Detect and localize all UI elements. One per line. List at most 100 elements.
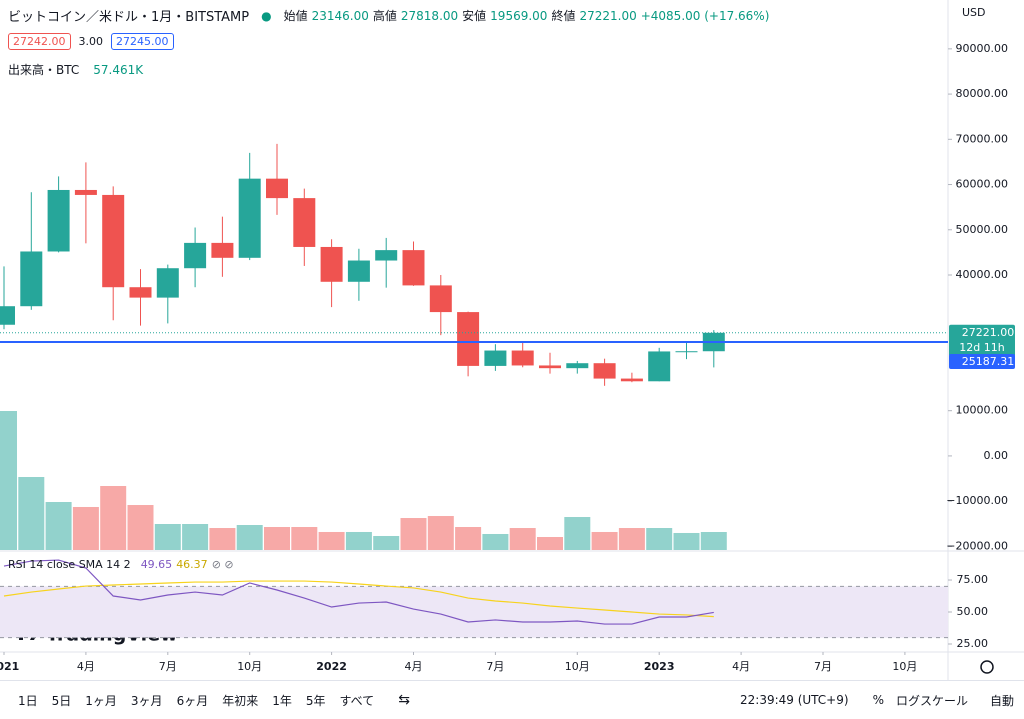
x-tick-label: 7月 (159, 660, 177, 673)
x-tick-label: 7月 (486, 660, 504, 673)
ohlc-value: 27818.00 (400, 8, 459, 23)
x-tick-label: 2022 (316, 660, 347, 673)
volume-bar (0, 411, 17, 550)
change: +4085.00 (+17.66%) (640, 8, 770, 23)
range-button[interactable]: 1年 (272, 693, 292, 708)
volume-bar (591, 531, 618, 550)
y-tick-label: 70000.00 (956, 132, 1009, 145)
candle-body (156, 268, 179, 298)
volume-bar (400, 518, 427, 550)
x-tick-label: 2023 (644, 660, 675, 673)
range-button[interactable]: 5年 (305, 693, 326, 708)
y-tick-label: 0.00 (984, 449, 1009, 462)
range-button[interactable]: すべて (339, 693, 375, 708)
price-label: 25187.31 (962, 355, 1015, 368)
bid[interactable]: 27242.00 (8, 33, 71, 50)
ohlc-value: 23146.00 (311, 8, 369, 23)
x-tick-label: 4月 (405, 660, 423, 673)
hide-icon[interactable]: ⊘ ⊘ (211, 558, 234, 571)
volume-bar (236, 525, 263, 550)
legend-row: ビットコイン／米ドル・1月・BITSTAMP ● 始値 23146.00 高値 27… (8, 6, 770, 26)
rsi-title: RSI 14 close SMA 14 2 (8, 558, 131, 571)
countdown: 12d 11h (959, 341, 1004, 354)
y-tick-label: −10000.00 (946, 494, 1008, 507)
symbol[interactable]: ビットコイン／米ドル・1月・BITSTAMP (8, 10, 250, 25)
volume-bar (509, 528, 536, 550)
price-label-box (949, 353, 1015, 369)
quote-row: 27242.00 3.00 27245.00 (8, 33, 174, 50)
ask[interactable]: 27245.00 (111, 33, 174, 50)
candle-body (457, 312, 480, 366)
candle-body (566, 363, 589, 369)
x-tick-label: 7月 (814, 660, 832, 673)
volume-bar (209, 528, 236, 550)
volume-bar (482, 533, 509, 550)
volume-bar (264, 527, 290, 550)
volume-bar (618, 528, 645, 550)
candle-body (429, 285, 452, 313)
range-button[interactable]: 5日 (51, 693, 72, 708)
chart: TradingView USD 90000.0080000.0070000.00… (0, 0, 1024, 680)
candle-body (347, 260, 370, 282)
range-button[interactable]: 1日 (18, 693, 38, 708)
status-dot: ● (261, 8, 272, 23)
volume-bar (291, 527, 318, 550)
candle-body (375, 250, 398, 261)
candle-body (484, 350, 507, 366)
currency[interactable]: USD (962, 6, 986, 19)
y-tick-label: 90000.00 (956, 42, 1009, 55)
log-toggle[interactable]: ログスケール (895, 693, 968, 708)
candle-body (648, 351, 671, 382)
y-tick-label: 10000.00 (956, 404, 1009, 417)
sma-value: 46.37 (176, 558, 208, 571)
spread: 3.00 (78, 35, 104, 48)
y-tick-label: 60000.00 (956, 178, 1009, 191)
x-tick-label: 10月 (237, 660, 262, 673)
candle-body (593, 363, 616, 379)
candle-body (266, 178, 288, 199)
bottom-toolbar: 1日 5日 1ヶ月 3ヶ月 6ヶ月 年初来 1年 5年 すべて ⇆ 22:39:49 (UTC+… (0, 680, 1024, 719)
volume-bar (345, 531, 372, 550)
rsi-legend: RSI 14 close SMA 14 2 49.65 46.37 ⊘ ⊘ (8, 558, 234, 571)
volume-bar (673, 532, 700, 550)
auto-toggle[interactable]: 自動 (989, 693, 1014, 708)
volume-bar (700, 531, 727, 550)
candle-body (320, 246, 343, 282)
range-button[interactable]: 3ヶ月 (130, 693, 163, 708)
price-label: 27221.00 (962, 326, 1015, 339)
y-tick-label: 40000.00 (956, 268, 1009, 281)
ohlc-value: 19569.00 (490, 8, 548, 23)
y-tick-label: 80000.00 (956, 87, 1009, 100)
y-tick-label: 50.00 (957, 605, 989, 618)
range-button[interactable]: 年初来 (222, 693, 259, 708)
candle-body (47, 189, 70, 252)
range-button[interactable]: 6ヶ月 (176, 693, 209, 708)
volume-legend: 出来高・BTC 57.461K (8, 61, 143, 78)
percent-toggle[interactable]: % (872, 693, 884, 707)
candle-body (511, 350, 534, 366)
candle-body (402, 250, 425, 286)
rsi-band (0, 586, 948, 638)
clock: 22:39:49 (UTC+9) (740, 693, 849, 707)
rsi-value: 49.65 (140, 558, 173, 571)
ohlc-name: 安値 (462, 9, 487, 23)
volume-bar (537, 536, 563, 550)
replay-icon[interactable]: ⇆ (398, 692, 410, 708)
volume-name: 出来高・BTC (8, 63, 80, 77)
volume-bar (154, 523, 181, 550)
ohlc-name: 終値 (551, 9, 576, 23)
ohlc-name: 高値 (372, 9, 397, 23)
candle-body (238, 178, 261, 258)
volume-bar (318, 531, 345, 550)
volume-bar (100, 485, 127, 550)
candle-body (539, 365, 561, 369)
volume-bar (72, 506, 99, 550)
candle-body (129, 287, 152, 298)
x-tick-label: 2021 (0, 660, 19, 673)
settings-icon[interactable] (980, 660, 994, 674)
x-tick-label: 10月 (892, 660, 917, 673)
volume-bar (18, 477, 45, 550)
candle-body (102, 194, 125, 288)
range-button[interactable]: 1ヶ月 (85, 693, 117, 708)
